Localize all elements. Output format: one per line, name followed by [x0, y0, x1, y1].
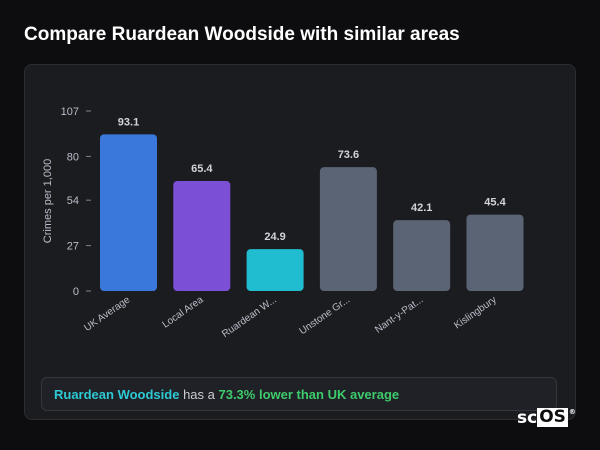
callout-place: Ruardean Woodside — [54, 386, 180, 402]
callout-diff: 73.3% lower than UK average — [218, 386, 400, 402]
y-tick-label-2: 54 — [67, 195, 79, 207]
data-label-2: 24.9 — [264, 231, 285, 243]
y-tick-label-4: 107 — [61, 106, 79, 118]
bar-3 — [319, 167, 377, 291]
data-label-4: 42.1 — [411, 202, 432, 214]
x-tick-label-0: UK Average — [82, 294, 132, 334]
data-label-5: 45.4 — [484, 197, 506, 209]
y-axis-label: Crimes per 1,000 — [42, 159, 54, 243]
chart-card: Crimes per 1,000 0 27 54 80 107 93.1 UK Average… — [24, 64, 576, 420]
x-tick-label-3: Unstone Gr... — [298, 294, 353, 337]
callout-text: has a — [179, 386, 219, 402]
x-tick-label-5: Kislingbury — [452, 294, 498, 331]
bar-4 — [393, 220, 451, 291]
bar-1 — [173, 180, 231, 291]
data-label-3: 73.6 — [338, 149, 359, 161]
logo-sc: sc — [517, 408, 538, 428]
logo-os: OS — [537, 407, 568, 427]
y-tick-label-1: 27 — [67, 241, 79, 253]
logo-reg: ® — [568, 408, 576, 416]
x-tick-label-4: Nant-y-Pat... — [373, 294, 425, 335]
data-label-1: 65.4 — [191, 163, 213, 175]
page-title: Compare Ruardean Woodside with similar a… — [24, 24, 460, 45]
bar-2 — [246, 249, 304, 291]
comparison-callout: Ruardean Woodside has a 73.3% lower than… — [41, 377, 557, 411]
x-tick-label-1: Local Area — [160, 294, 205, 330]
bar-chart: Crimes per 1,000 0 27 54 80 107 93.1 UK Average… — [42, 106, 524, 340]
x-tick-label-2: Ruardean W... — [220, 294, 279, 340]
y-tick-label-0: 0 — [73, 286, 79, 298]
bar-5 — [466, 214, 524, 291]
data-label-0: 93.1 — [118, 116, 139, 128]
y-tick-label-3: 80 — [67, 151, 79, 163]
scos-logo: sc OS ® — [517, 407, 576, 429]
bar-0 — [100, 134, 157, 291]
